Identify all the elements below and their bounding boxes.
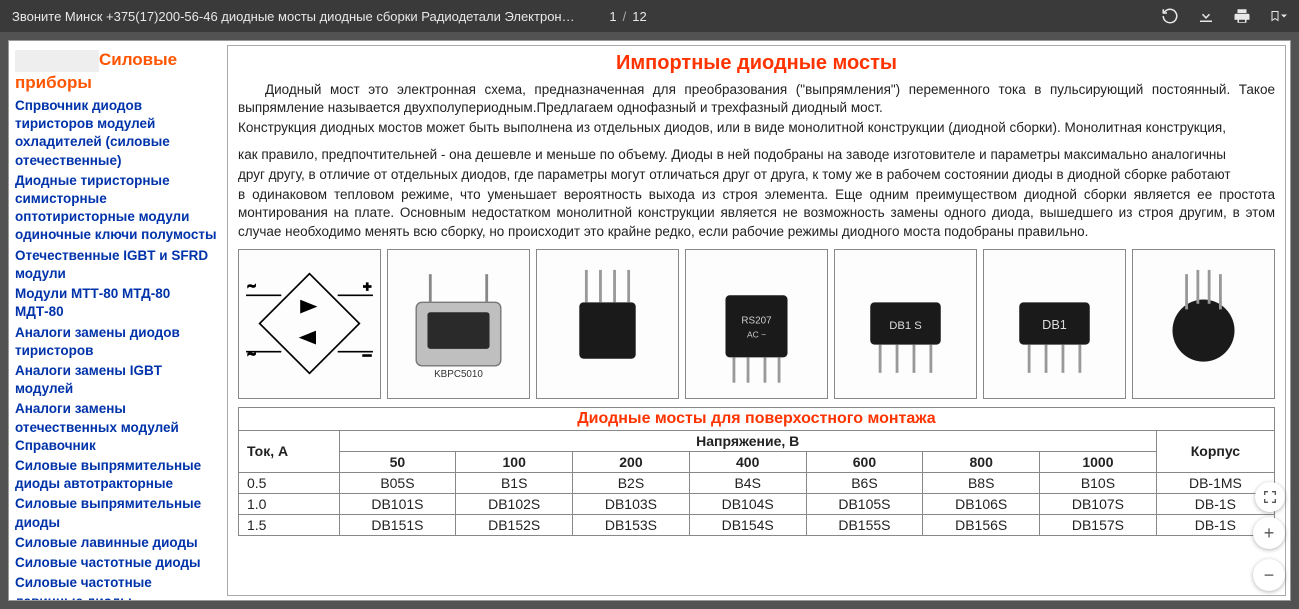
part-cell: B05S <box>339 472 456 493</box>
part-cell: DB154S <box>689 514 806 535</box>
part-cell: B8S <box>923 472 1040 493</box>
rotate-icon[interactable] <box>1161 7 1179 25</box>
voltage-header: 400 <box>689 451 806 472</box>
page-number-input[interactable] <box>599 9 617 24</box>
fit-page-button[interactable] <box>1255 482 1285 512</box>
part-cell: DB152S <box>456 514 573 535</box>
page-total: 12 <box>632 9 646 24</box>
part-cell: DB157S <box>1040 514 1157 535</box>
paragraph-5: в одинаковом тепловом режиме, что уменьш… <box>238 186 1275 241</box>
svg-text:+: + <box>363 278 371 294</box>
data-table: Ток, А Напряжение, В Корпус 501002004006… <box>238 430 1275 536</box>
part-cell: B4S <box>689 472 806 493</box>
product-image-RS207: RS207 AC ~ <box>685 249 828 399</box>
svg-text:AC ~: AC ~ <box>747 330 766 340</box>
part-cell: B10S <box>1040 472 1157 493</box>
sidebar: Силовые приборы Спрвочник диодов тиристо… <box>13 45 223 596</box>
product-image-schematic: ~ ~ + – <box>238 249 381 399</box>
part-cell: B6S <box>806 472 923 493</box>
svg-text:RS207: RS207 <box>741 316 771 327</box>
svg-text:DB1 S: DB1 S <box>889 320 922 332</box>
part-cell: DB102S <box>456 493 573 514</box>
svg-text:~: ~ <box>247 278 255 294</box>
zoom-controls: + − <box>1253 517 1285 591</box>
page-separator: / <box>623 9 627 24</box>
part-cell: DB155S <box>806 514 923 535</box>
sidebar-link-10[interactable]: Силовые частотные диоды <box>15 554 221 572</box>
table-title: Диодные мосты для поверхостного монтажа <box>238 407 1275 430</box>
sidebar-link-1[interactable]: Диодные тиристорные симисторные оптотири… <box>15 172 221 245</box>
svg-text:–: – <box>363 346 371 362</box>
print-icon[interactable] <box>1233 7 1251 25</box>
last-col-header: Корпус <box>1156 430 1274 472</box>
current-cell: 0.5 <box>239 472 340 493</box>
zoom-in-button[interactable]: + <box>1253 517 1285 549</box>
table-row: 0.5B05SB1SB2SB4SB6SB8SB10SDB-1MS <box>239 472 1275 493</box>
product-image-bridge-4pin <box>536 249 679 399</box>
part-cell: B1S <box>456 472 573 493</box>
current-cell: 1.5 <box>239 514 340 535</box>
main-content: Импортные диодные мосты Диодный мост это… <box>227 45 1286 596</box>
paragraph-3: как правило, предпочтительней - она деше… <box>238 146 1275 164</box>
viewport: Силовые приборы Спрвочник диодов тиристо… <box>0 32 1299 609</box>
sidebar-link-5[interactable]: Аналоги замены IGBT модулей <box>15 362 221 398</box>
paragraph-2: Конструкция диодных мостов может быть вы… <box>238 119 1275 137</box>
voltage-header: 600 <box>806 451 923 472</box>
sidebar-link-9[interactable]: Силовые лавинные диоды <box>15 534 221 552</box>
col-header: Напряжение, В <box>339 430 1156 451</box>
current-cell: 1.0 <box>239 493 340 514</box>
svg-text:DB1: DB1 <box>1042 318 1067 332</box>
document-title: Звоните Минск +375(17)200-56-46 диодные … <box>12 9 575 24</box>
bookmark-icon[interactable] <box>1269 7 1287 25</box>
part-cell: DB153S <box>573 514 690 535</box>
paragraph-1: Диодный мост это электронная схема, пред… <box>238 81 1275 117</box>
sidebar-link-11[interactable]: Силовые частотные лавинные диоды <box>15 574 221 601</box>
part-cell: DB101S <box>339 493 456 514</box>
sidebar-link-3[interactable]: Модули МТТ-80 МТД-80 МДТ-80 <box>15 285 221 321</box>
download-icon[interactable] <box>1197 7 1215 25</box>
sidebar-link-7[interactable]: Силовые выпрямительные диоды автотрактор… <box>15 457 221 493</box>
page-title: Импортные диодные мосты <box>238 52 1275 75</box>
logo-placeholder <box>15 50 99 72</box>
zoom-out-button[interactable]: − <box>1253 559 1285 591</box>
part-cell: DB105S <box>806 493 923 514</box>
pdf-toolbar: Звоните Минск +375(17)200-56-46 диодные … <box>0 0 1299 32</box>
voltage-header: 1000 <box>1040 451 1157 472</box>
voltage-header: 200 <box>573 451 690 472</box>
sidebar-link-4[interactable]: Аналоги замены диодов тиристоров <box>15 324 221 360</box>
sidebar-link-2[interactable]: Отечественные IGBT и SFRD модули <box>15 247 221 283</box>
part-cell: DB156S <box>923 514 1040 535</box>
voltage-header: 50 <box>339 451 456 472</box>
part-cell: DB151S <box>339 514 456 535</box>
row-header: Ток, А <box>239 430 340 472</box>
table-row: 1.0DB101SDB102SDB103SDB104SDB105SDB106SD… <box>239 493 1275 514</box>
svg-text:KBPC5010: KBPC5010 <box>434 369 483 380</box>
part-cell: DB103S <box>573 493 690 514</box>
part-cell: DB106S <box>923 493 1040 514</box>
sidebar-link-8[interactable]: Силовые выпрямительные диоды <box>15 495 221 531</box>
product-image-DB1-S: DB1 S <box>834 249 977 399</box>
image-row: ~ ~ + – KBPC5010 RS207 AC ~ DB1 S DB1 <box>238 249 1275 399</box>
product-image-DB1: DB1 <box>983 249 1126 399</box>
sidebar-link-0[interactable]: Спрвочник диодов тиристоров модулей охла… <box>15 97 221 170</box>
voltage-header: 100 <box>456 451 573 472</box>
product-image-round-bridge <box>1132 249 1275 399</box>
product-image-KBPC5010: KBPC5010 <box>387 249 530 399</box>
part-cell: B2S <box>573 472 690 493</box>
pdf-page: Силовые приборы Спрвочник диодов тиристо… <box>8 40 1291 601</box>
part-cell: DB107S <box>1040 493 1157 514</box>
sidebar-link-6[interactable]: Аналоги замены отечественных модулей Спр… <box>15 400 221 455</box>
svg-text:~: ~ <box>247 346 255 362</box>
table-row: 1.5DB151SDB152SDB153SDB154SDB155SDB156SD… <box>239 514 1275 535</box>
paragraph-4: друг другу, в отличие от отдельных диодо… <box>238 166 1275 184</box>
part-cell: DB104S <box>689 493 806 514</box>
voltage-header: 800 <box>923 451 1040 472</box>
page-indicator: / 12 <box>599 9 1161 24</box>
